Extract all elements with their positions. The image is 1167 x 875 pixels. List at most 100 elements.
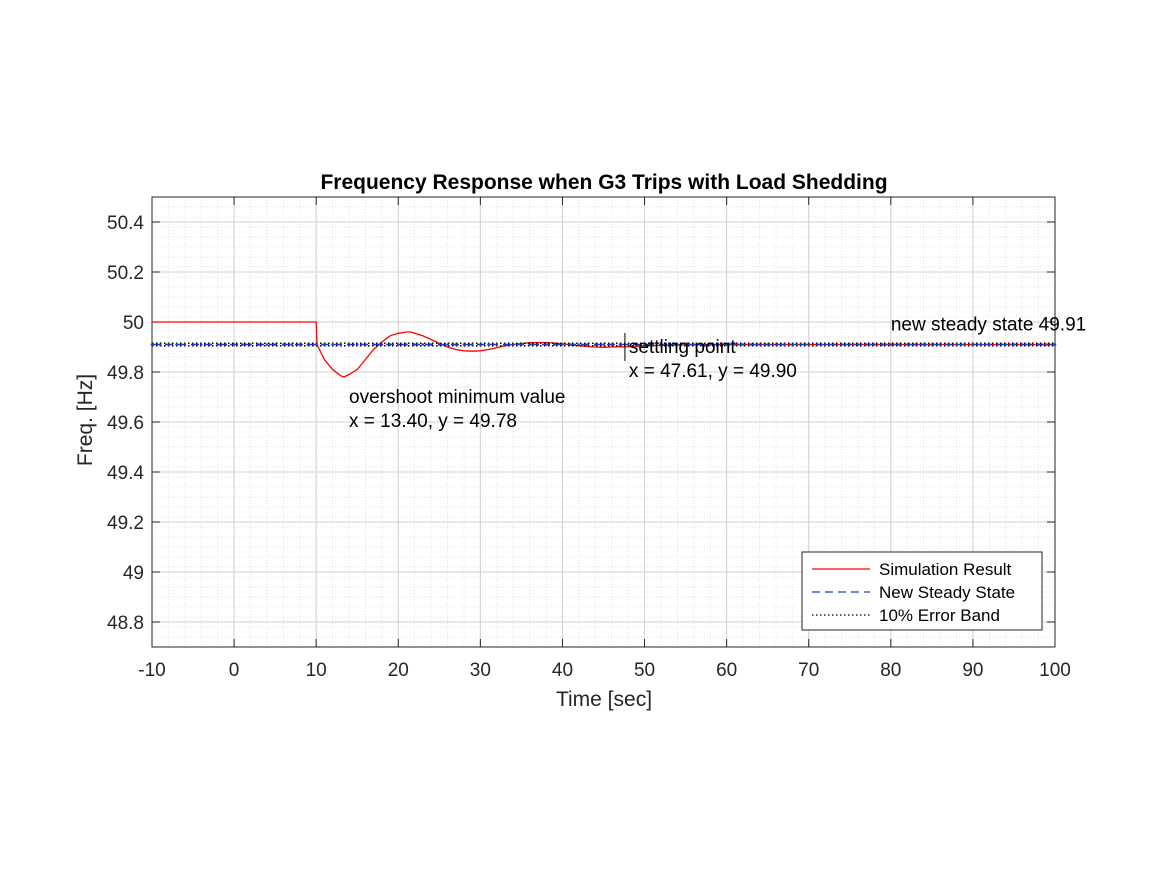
steady-state-marker	[979, 343, 983, 346]
steady-state-marker	[914, 343, 917, 346]
steady-state-marker	[323, 343, 326, 346]
steady-state-marker	[150, 343, 154, 346]
annotation-text: x = 47.61, y = 49.90	[629, 361, 797, 382]
steady-state-marker	[766, 343, 769, 346]
steady-state-marker	[840, 343, 843, 346]
steady-state-marker	[881, 343, 884, 346]
steady-state-marker	[1029, 343, 1032, 346]
x-tick-label: 40	[552, 660, 573, 681]
steady-state-marker	[996, 343, 999, 346]
steady-state-marker	[208, 343, 211, 346]
steady-state-marker	[396, 343, 400, 346]
steady-state-marker	[495, 343, 499, 346]
steady-state-marker	[347, 343, 351, 346]
legend-label: New Steady State	[879, 583, 1015, 602]
steady-state-marker	[889, 343, 893, 346]
y-tick-label: 49.6	[107, 413, 144, 434]
legend-box	[801, 551, 1043, 631]
steady-state-marker	[314, 343, 318, 346]
x-tick-label: 100	[1039, 660, 1071, 681]
steady-state-marker	[618, 343, 622, 346]
y-tick-label: 49.2	[107, 513, 144, 534]
steady-state-marker	[676, 343, 679, 346]
steady-state-marker	[290, 343, 293, 346]
y-tick-label: 49.8	[107, 363, 144, 384]
steady-state-marker	[249, 343, 252, 346]
series-line-0	[152, 321, 1055, 378]
steady-state-marker	[552, 343, 556, 346]
legend: Simulation Result New Steady State 10% Err…	[801, 551, 1043, 631]
steady-state-marker	[454, 343, 458, 346]
y-tick-label: 48.8	[107, 613, 144, 634]
steady-state-marker	[585, 343, 589, 346]
steady-state-marker	[364, 343, 367, 346]
steady-state-marker	[717, 343, 720, 346]
steady-state-marker	[602, 343, 605, 346]
steady-state-marker	[823, 343, 827, 346]
steady-state-marker	[897, 343, 901, 346]
steady-state-marker	[651, 343, 655, 346]
steady-state-marker	[544, 343, 548, 346]
steady-state-marker	[175, 343, 178, 346]
x-tick-label: 10	[306, 660, 327, 681]
steady-state-marker	[199, 343, 203, 346]
steady-state-marker	[158, 343, 162, 346]
steady-state-marker	[1037, 343, 1040, 346]
steady-state-marker	[265, 343, 269, 346]
x-axis-label: Time [sec]	[556, 688, 652, 711]
y-tick-label: 50	[123, 313, 144, 334]
steady-state-marker	[643, 343, 646, 346]
steady-state-marker	[487, 343, 490, 346]
steady-state-marker	[306, 343, 310, 346]
steady-state-marker	[873, 343, 876, 346]
steady-state-marker	[413, 343, 416, 346]
steady-state-marker	[421, 343, 425, 346]
steady-state-marker	[446, 343, 449, 346]
plot-area: -10 0 10 20 30 40 50 60 70 80 90 100 48.8 49 49.2 49.4 4…	[107, 196, 1086, 681]
steady-state-marker	[922, 343, 925, 346]
steady-state-marker	[749, 343, 753, 346]
steady-state-marker	[799, 343, 802, 346]
legend-label: Simulation Result	[879, 560, 1012, 579]
steady-state-marker	[684, 343, 687, 346]
steady-state-marker	[905, 343, 909, 346]
steady-state-marker	[832, 343, 835, 346]
steady-state-marker	[692, 343, 696, 346]
steady-state-marker	[946, 343, 950, 346]
steady-state-marker	[167, 343, 170, 346]
steady-state-marker	[470, 343, 474, 346]
steady-state-marker	[1045, 343, 1049, 346]
steady-state-marker	[700, 343, 704, 346]
steady-state-marker	[282, 343, 285, 346]
steady-state-marker	[479, 343, 482, 346]
steady-state-marker	[971, 343, 975, 346]
x-tick-label: 50	[634, 660, 655, 681]
steady-state-marker	[864, 343, 868, 346]
steady-state-marker	[1053, 343, 1057, 346]
annotation-text: new steady state 49.91	[891, 315, 1086, 336]
steady-state-marker	[528, 343, 531, 346]
steady-state-marker	[536, 343, 540, 346]
steady-state-marker	[438, 343, 441, 346]
x-tick-label: 0	[229, 660, 240, 681]
steady-state-marker	[725, 343, 728, 346]
steady-state-marker	[339, 343, 343, 346]
steady-state-marker	[1020, 343, 1024, 346]
y-tick-label: 50.4	[107, 213, 144, 234]
annotation-text: settling point	[629, 337, 736, 358]
steady-state-marker	[807, 343, 811, 346]
steady-state-marker	[758, 343, 761, 346]
steady-state-marker	[593, 343, 597, 346]
steady-state-marker	[241, 343, 244, 346]
steady-state-marker	[380, 343, 384, 346]
steady-state-marker	[216, 343, 219, 346]
steady-state-marker	[273, 343, 277, 346]
steady-state-marker	[569, 343, 572, 346]
steady-state-marker	[503, 343, 507, 346]
steady-state-marker	[257, 343, 261, 346]
chart-title: Frequency Response when G3 Trips with Lo…	[320, 171, 887, 194]
steady-state-marker	[955, 343, 958, 346]
steady-state-marker	[511, 343, 515, 346]
steady-state-marker	[741, 343, 745, 346]
